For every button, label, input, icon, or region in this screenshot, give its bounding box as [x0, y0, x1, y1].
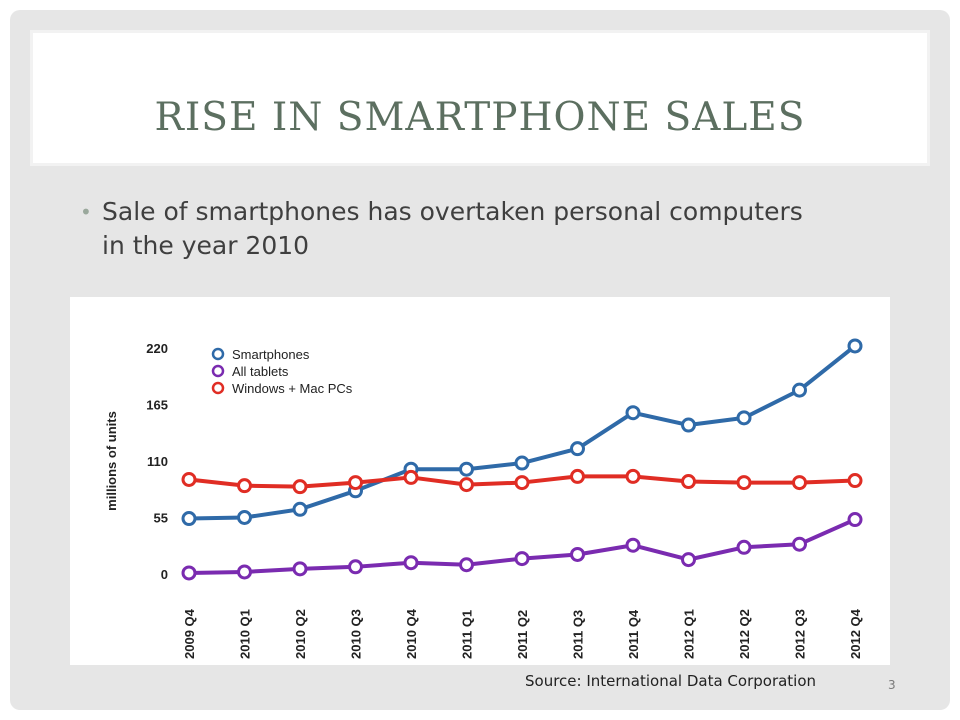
x-tick-label: 2012 Q1: [682, 609, 697, 659]
data-point: [570, 441, 585, 457]
data-point: [792, 536, 807, 552]
x-tick-label: 2011 Q3: [571, 610, 586, 659]
legend-marker: [211, 364, 225, 378]
data-point: [459, 477, 474, 493]
y-tick-label: 220: [146, 341, 168, 356]
y-axis-label: millions of units: [104, 411, 119, 511]
data-point: [292, 501, 308, 517]
data-point: [570, 546, 585, 562]
data-point: [570, 468, 585, 484]
data-point: [348, 559, 363, 575]
data-point: [681, 474, 696, 490]
legend-label: Smartphones: [232, 347, 310, 362]
line-chart: millions of units 0 55 110 165 220 2009 Q4 2010…: [104, 338, 863, 659]
title-box: RISE IN SMARTPHONE SALES: [30, 30, 930, 166]
data-point: [403, 469, 419, 485]
data-point: [181, 565, 197, 581]
data-point: [292, 479, 308, 495]
y-tick-label: 110: [147, 454, 168, 469]
legend: Smartphones All tablets Windows + Mac PCs: [211, 347, 353, 396]
data-point: [237, 510, 252, 525]
data-point: [847, 338, 863, 354]
legend-label: All tablets: [232, 364, 289, 379]
x-tick-label: 2010 Q4: [404, 608, 419, 659]
data-point: [625, 537, 641, 553]
x-tick-label: 2012 Q3: [793, 609, 808, 659]
data-point: [292, 561, 308, 577]
data-point: [625, 468, 641, 484]
data-point: [403, 555, 419, 571]
data-point: [514, 551, 530, 567]
data-point: [348, 475, 363, 491]
data-point: [459, 557, 474, 573]
x-tick-label: 2009 Q4: [182, 608, 197, 659]
data-point: [514, 475, 530, 491]
data-point: [514, 455, 530, 471]
data-point: [847, 512, 863, 528]
data-point: [459, 461, 474, 477]
data-point: [625, 405, 641, 421]
x-tick-label: 2011 Q1: [460, 610, 475, 659]
legend-label: Windows + Mac PCs: [232, 381, 353, 396]
x-tick-label: 2011 Q4: [626, 609, 641, 659]
data-point: [792, 382, 807, 398]
data-point: [847, 473, 863, 489]
data-point: [237, 564, 252, 580]
y-tick-label: 0: [161, 567, 168, 582]
slide-title: RISE IN SMARTPHONE SALES: [154, 95, 806, 140]
y-tick-label: 55: [154, 511, 168, 526]
data-point: [681, 417, 696, 433]
data-point: [181, 471, 197, 487]
bullet-text: Sale of smartphones has overtaken person…: [102, 197, 803, 260]
x-tick-label: 2010 Q1: [238, 609, 253, 659]
legend-marker: [211, 381, 225, 395]
slide: RISE IN SMARTPHONE SALES • Sale of smart…: [10, 10, 950, 710]
data-point: [736, 475, 752, 491]
page-number: 3: [888, 678, 896, 692]
bullet-dot-icon: •: [80, 200, 92, 224]
x-tick-label: 2012 Q4: [848, 608, 863, 659]
data-point: [736, 539, 752, 555]
data-point: [181, 511, 197, 527]
data-point: [792, 475, 807, 491]
source-caption: Source: International Data Corporation: [525, 672, 817, 690]
x-tick-label: 2010 Q3: [349, 609, 364, 659]
x-tick-label: 2011 Q2: [515, 610, 530, 659]
x-tick-label: 2012 Q2: [737, 609, 752, 659]
series-line-smartphones: [188, 344, 857, 521]
legend-marker: [211, 347, 225, 361]
data-point: [237, 478, 252, 494]
data-point: [736, 410, 752, 426]
chart-container: millions of units 0 55 110 165 220 2009 Q4 2010…: [70, 297, 890, 665]
x-tick-label: 2010 Q2: [293, 609, 308, 659]
y-tick-label: 165: [146, 398, 168, 413]
data-point: [681, 552, 696, 568]
